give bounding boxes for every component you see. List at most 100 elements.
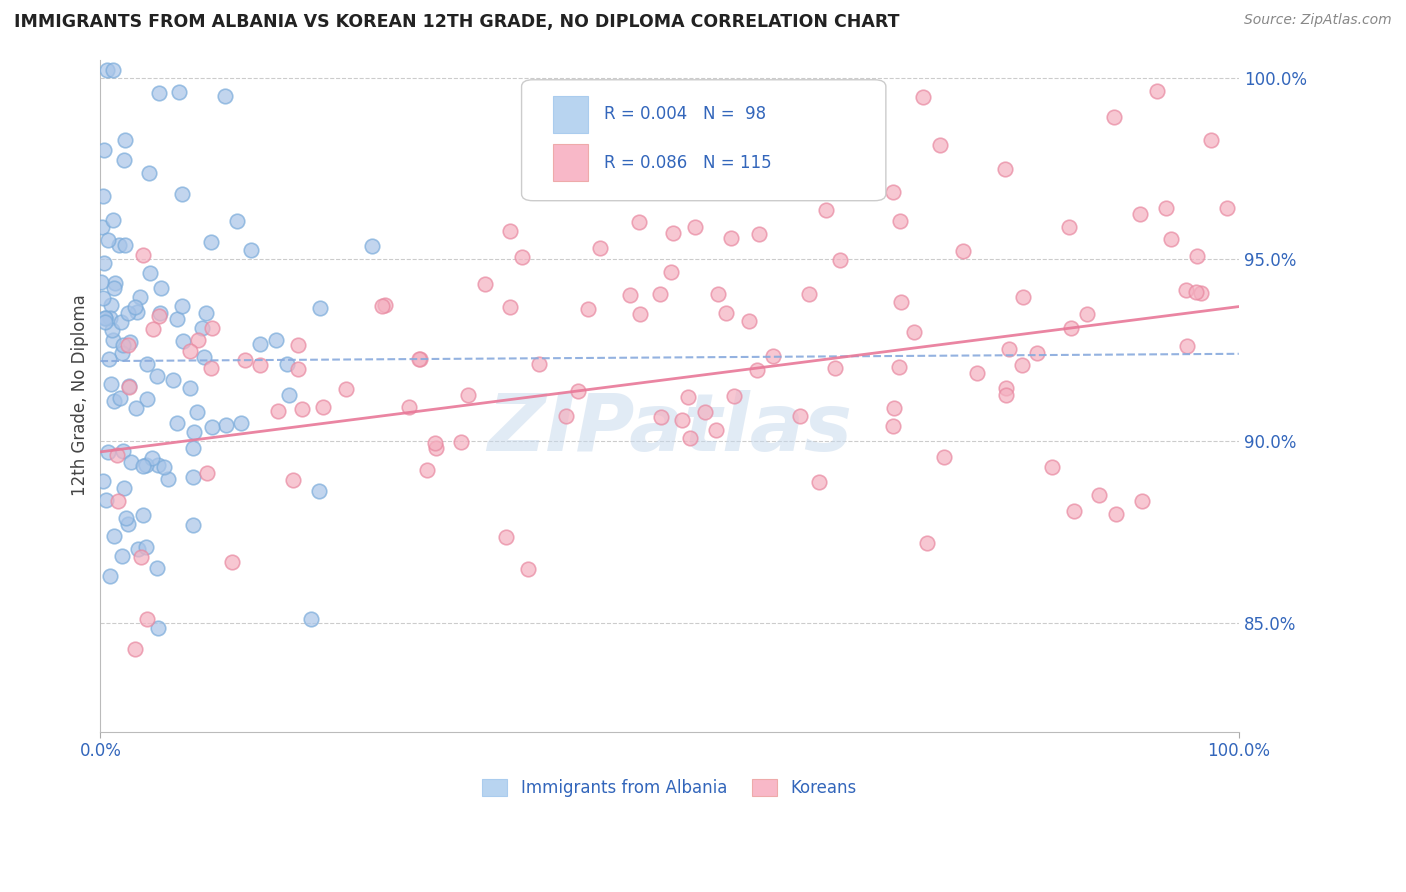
Point bbox=[94, 310, 117, 325]
Point bbox=[108, 391, 131, 405]
Point bbox=[179, 381, 201, 395]
Point bbox=[200, 360, 222, 375]
Point bbox=[567, 384, 589, 399]
Point bbox=[146, 458, 169, 473]
Point bbox=[1177, 339, 1199, 353]
Point bbox=[103, 394, 125, 409]
Point bbox=[814, 202, 837, 217]
Point bbox=[789, 409, 811, 423]
Point bbox=[966, 366, 988, 380]
Point bbox=[903, 325, 925, 339]
Point bbox=[233, 353, 256, 368]
Point bbox=[679, 431, 702, 445]
Point bbox=[112, 443, 135, 458]
Point bbox=[112, 153, 135, 168]
Point bbox=[287, 337, 309, 351]
Point bbox=[91, 474, 114, 488]
Point bbox=[108, 237, 131, 252]
Point bbox=[650, 409, 672, 424]
Point bbox=[994, 161, 1017, 176]
Point bbox=[118, 380, 141, 394]
Point bbox=[1102, 110, 1125, 124]
Point bbox=[127, 542, 149, 557]
Point bbox=[148, 87, 170, 101]
Point bbox=[117, 516, 139, 531]
Point bbox=[267, 404, 290, 418]
Point bbox=[952, 244, 974, 259]
Point bbox=[1076, 307, 1098, 321]
Point bbox=[214, 89, 236, 103]
Point bbox=[100, 377, 122, 392]
Point bbox=[90, 275, 112, 289]
Point bbox=[576, 301, 599, 316]
Point bbox=[105, 448, 128, 462]
Point bbox=[96, 63, 118, 78]
FancyBboxPatch shape bbox=[522, 79, 886, 201]
Point bbox=[276, 357, 298, 371]
Point bbox=[142, 322, 165, 336]
Point bbox=[103, 529, 125, 543]
Point bbox=[195, 306, 218, 320]
Point bbox=[97, 445, 120, 459]
Point bbox=[1160, 231, 1182, 245]
Point bbox=[145, 369, 167, 384]
Point bbox=[146, 621, 169, 635]
Point bbox=[181, 469, 204, 483]
Point bbox=[215, 418, 238, 433]
Point bbox=[138, 166, 160, 180]
Point bbox=[172, 186, 194, 201]
Point bbox=[723, 389, 745, 403]
Point bbox=[995, 381, 1018, 395]
Point bbox=[683, 219, 706, 234]
Point bbox=[231, 417, 253, 431]
Point bbox=[748, 227, 770, 242]
Point bbox=[181, 441, 204, 455]
Point bbox=[824, 360, 846, 375]
Point bbox=[371, 299, 394, 313]
Bar bbox=[554, 95, 588, 133]
Point bbox=[91, 291, 114, 305]
Point bbox=[117, 338, 139, 352]
Point bbox=[135, 612, 157, 626]
Point bbox=[415, 463, 437, 477]
Point bbox=[146, 561, 169, 575]
Point bbox=[125, 305, 148, 319]
Point bbox=[101, 323, 124, 337]
Point bbox=[1011, 290, 1033, 304]
Point bbox=[889, 213, 911, 227]
Point bbox=[882, 185, 904, 199]
Y-axis label: 12th Grade, No Diploma: 12th Grade, No Diploma bbox=[72, 294, 89, 497]
Point bbox=[762, 349, 785, 363]
Point bbox=[149, 306, 172, 320]
Point bbox=[132, 459, 155, 474]
Point bbox=[114, 511, 136, 525]
Point bbox=[408, 351, 430, 366]
Point bbox=[118, 334, 141, 349]
Text: ZIPatlas: ZIPatlas bbox=[486, 390, 852, 468]
Point bbox=[141, 450, 163, 465]
Point bbox=[110, 315, 132, 329]
Point bbox=[135, 358, 157, 372]
Point bbox=[527, 357, 550, 371]
Point bbox=[1189, 286, 1212, 301]
Point bbox=[107, 494, 129, 508]
Point bbox=[193, 351, 215, 365]
Point bbox=[360, 239, 382, 253]
Point bbox=[1185, 285, 1208, 299]
Point bbox=[929, 137, 952, 152]
Point bbox=[153, 460, 176, 475]
Point bbox=[628, 307, 651, 321]
Point bbox=[287, 362, 309, 376]
Point bbox=[1011, 358, 1033, 372]
Point bbox=[114, 238, 136, 252]
Point bbox=[889, 359, 911, 374]
Point bbox=[450, 435, 472, 450]
Point bbox=[93, 256, 115, 270]
Point bbox=[695, 405, 717, 419]
Point bbox=[201, 420, 224, 434]
Point bbox=[132, 508, 155, 522]
Point bbox=[139, 266, 162, 280]
Point bbox=[707, 287, 730, 301]
Point bbox=[157, 472, 180, 486]
Point bbox=[186, 333, 208, 347]
